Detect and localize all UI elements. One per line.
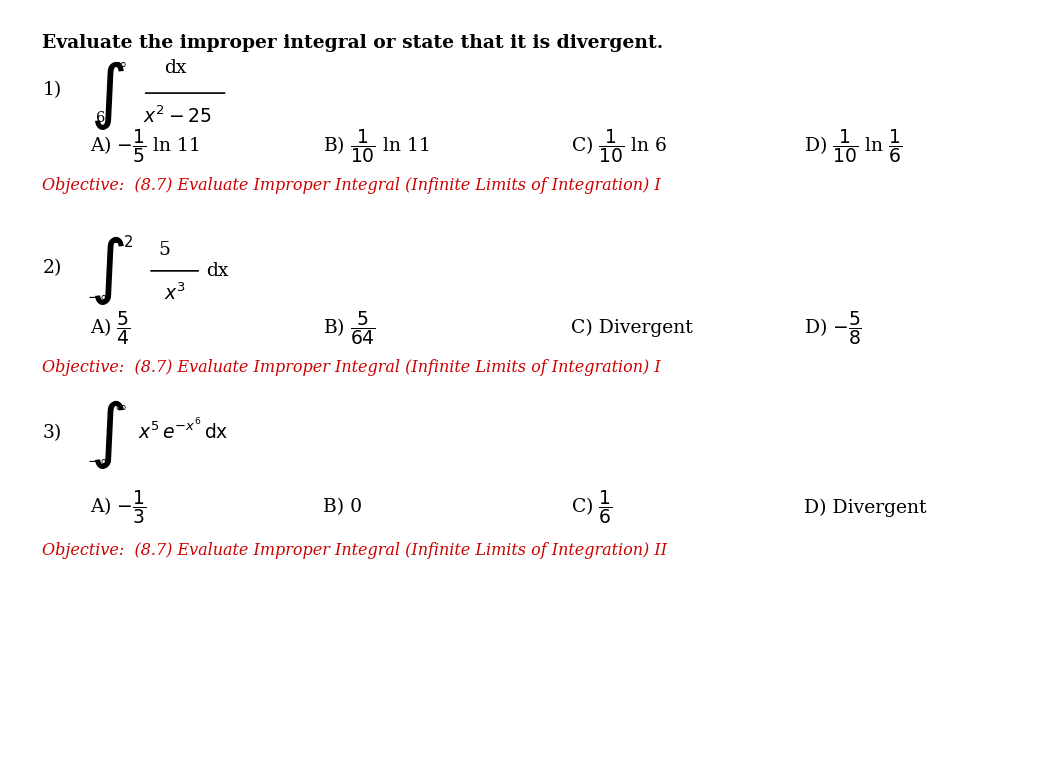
Text: $-\infty$: $-\infty$: [87, 454, 111, 468]
Text: Objective:  (8.7) Evaluate Improper Integral (Infinite Limits of Integration) II: Objective: (8.7) Evaluate Improper Integ…: [42, 542, 668, 559]
Text: 5: 5: [158, 241, 170, 259]
Text: 2): 2): [42, 259, 61, 278]
Text: A) $-\dfrac{1}{5}$ ln 11: A) $-\dfrac{1}{5}$ ln 11: [90, 127, 200, 166]
Text: D) Divergent: D) Divergent: [804, 498, 927, 517]
Text: $\infty$: $\infty$: [114, 57, 127, 71]
Text: Objective:  (8.7) Evaluate Improper Integral (Infinite Limits of Integration) I: Objective: (8.7) Evaluate Improper Integ…: [42, 177, 661, 194]
Text: A) $\dfrac{5}{4}$: A) $\dfrac{5}{4}$: [90, 309, 131, 347]
Text: $-\infty$: $-\infty$: [87, 290, 111, 304]
Text: B) $\dfrac{1}{10}$ ln 11: B) $\dfrac{1}{10}$ ln 11: [323, 127, 430, 166]
Text: $\int$: $\int$: [90, 234, 125, 307]
Text: 3): 3): [42, 424, 61, 443]
Text: C) $\dfrac{1}{6}$: C) $\dfrac{1}{6}$: [571, 488, 613, 526]
Text: dx: dx: [206, 262, 229, 280]
Text: B) $\dfrac{5}{64}$: B) $\dfrac{5}{64}$: [323, 309, 376, 347]
Text: 6: 6: [96, 111, 106, 124]
Text: dx: dx: [164, 59, 186, 77]
Text: $-2$: $-2$: [111, 234, 133, 250]
Text: Evaluate the improper integral or state that it is divergent.: Evaluate the improper integral or state …: [42, 34, 663, 53]
Text: A) $-\dfrac{1}{3}$: A) $-\dfrac{1}{3}$: [90, 488, 146, 526]
Text: C) Divergent: C) Divergent: [571, 319, 693, 337]
Text: $\infty$: $\infty$: [114, 400, 127, 414]
Text: Objective:  (8.7) Evaluate Improper Integral (Infinite Limits of Integration) I: Objective: (8.7) Evaluate Improper Integ…: [42, 359, 661, 376]
Text: $\int$: $\int$: [90, 59, 125, 132]
Text: $\int$: $\int$: [90, 398, 125, 472]
Text: $x^3$: $x^3$: [164, 282, 185, 304]
Text: B) 0: B) 0: [323, 498, 362, 517]
Text: $x^5\,e^{-x^6}\,\mathrm{dx}$: $x^5\,e^{-x^6}\,\mathrm{dx}$: [138, 419, 229, 443]
Text: C) $\dfrac{1}{10}$ ln 6: C) $\dfrac{1}{10}$ ln 6: [571, 127, 668, 166]
Text: $x^2 - 25$: $x^2 - 25$: [143, 105, 212, 127]
Text: D) $-\dfrac{5}{8}$: D) $-\dfrac{5}{8}$: [804, 309, 862, 347]
Text: 1): 1): [42, 81, 61, 99]
Text: D) $\dfrac{1}{10}$ ln $\dfrac{1}{6}$: D) $\dfrac{1}{10}$ ln $\dfrac{1}{6}$: [804, 127, 902, 166]
